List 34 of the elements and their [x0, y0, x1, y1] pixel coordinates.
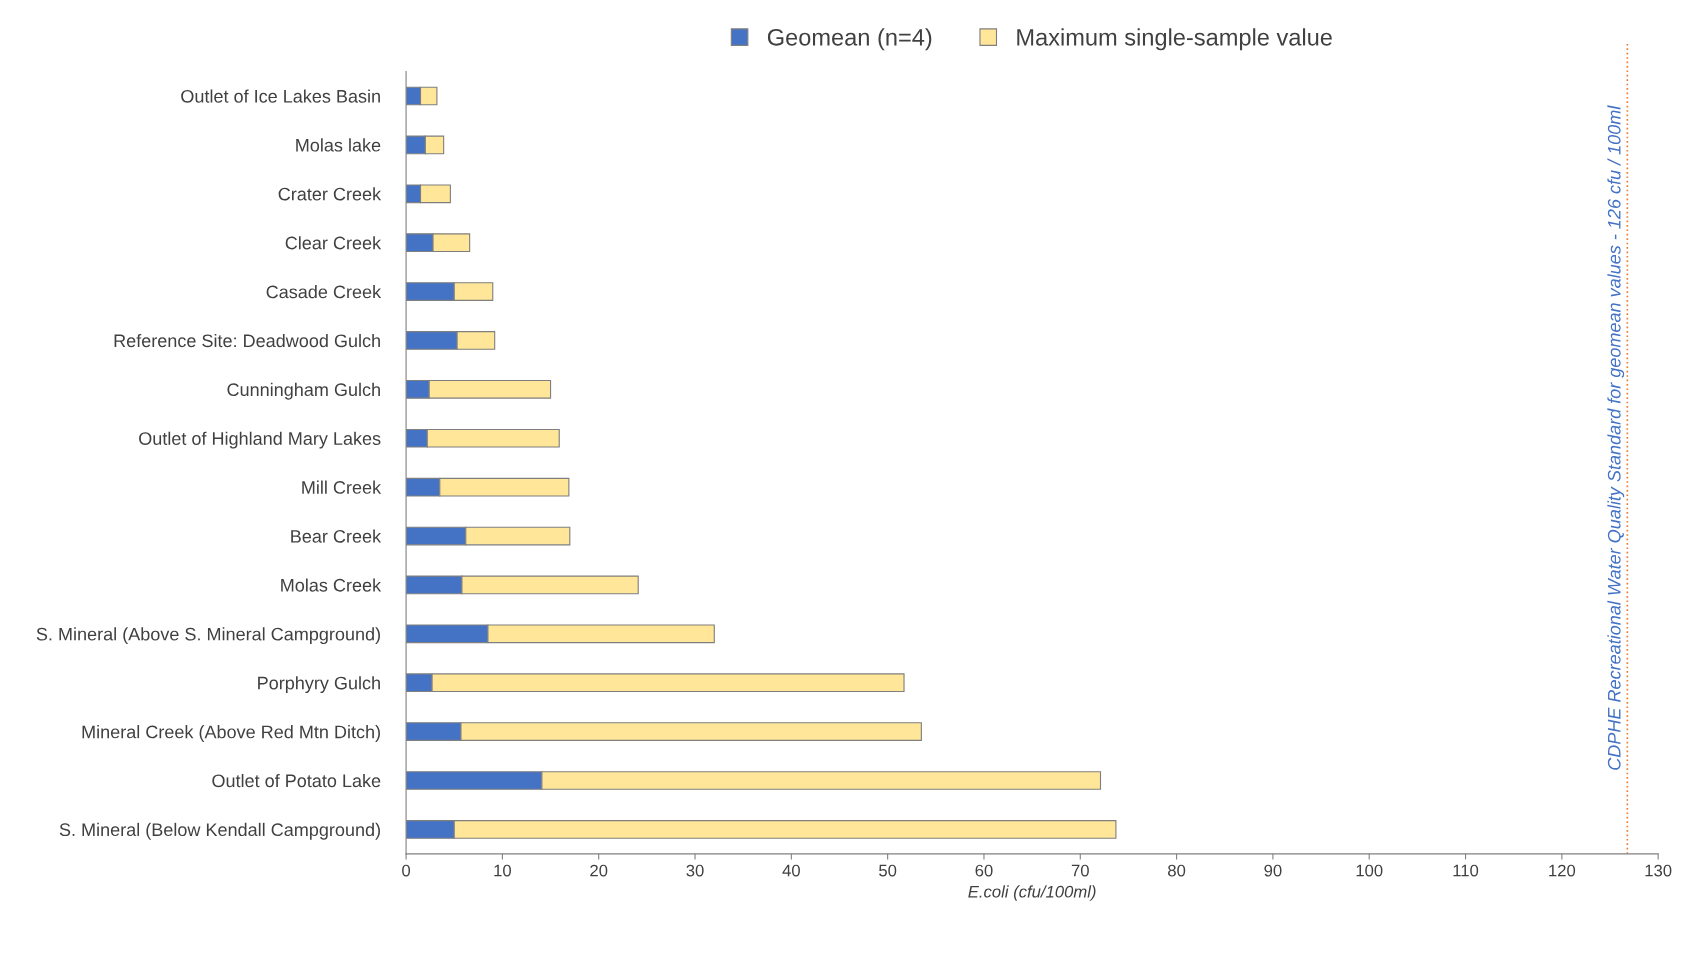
- y-tick-label: Outlet of Highland Mary Lakes: [139, 431, 381, 449]
- ref-line-label: CDPHE Recreational Water Quality Standard for geomean values - 126 cfu / 100ml: [1607, 105, 1625, 770]
- y-tick-label: Clear Creek: [285, 236, 382, 250]
- x-tick-label: 40: [782, 864, 800, 877]
- x-tick-label: 20: [590, 864, 608, 877]
- y-tick-label: Outlet of Ice Lakes Basin: [181, 89, 380, 103]
- y-tick-label: Casade Creek: [266, 285, 382, 299]
- x-tick-label: 110: [1453, 864, 1479, 877]
- x-tick-label: 50: [879, 864, 897, 877]
- x-tick-label: 80: [1168, 864, 1186, 877]
- x-tick-label: 100: [1356, 864, 1383, 877]
- x-tick-label: 130: [1645, 864, 1672, 877]
- y-tick-label: Porphyry Gulch: [258, 676, 380, 693]
- x-axis-title: E.coli (cfu/100ml): [968, 885, 1096, 901]
- y-tick-label: Crater Creek: [278, 187, 382, 201]
- x-tick-label: 60: [975, 864, 993, 877]
- x-tick-label: 90: [1264, 864, 1282, 877]
- y-tick-label: Cunningham Gulch: [227, 382, 380, 400]
- legend-label: Geomean (n=4): [767, 28, 932, 51]
- y-tick-label: Mineral Creek (Above Red Mtn Ditch): [82, 725, 380, 742]
- x-tick-label: 30: [686, 864, 704, 877]
- legend-label: Maximum single-sample value: [1017, 28, 1332, 51]
- y-tick-label: Molas Creek: [281, 578, 382, 592]
- x-tick-label: 120: [1549, 864, 1576, 877]
- y-tick-label: S. Mineral (Below Kendall Campground): [59, 822, 380, 840]
- y-tick-label: Reference Site: Deadwood Gulch: [114, 333, 380, 348]
- x-tick-label: 0: [402, 864, 411, 877]
- y-tick-label: Bear Creek: [291, 529, 382, 543]
- y-tick-label: Mill Creek: [302, 480, 382, 494]
- x-tick-label: 10: [494, 864, 512, 877]
- x-tick-label: 70: [1071, 864, 1089, 877]
- y-tick-label: Outlet of Potato Lake: [212, 773, 381, 788]
- y-tick-label: S. Mineral (Above S. Mineral Campground): [36, 627, 380, 645]
- y-tick-label: Molas lake: [296, 138, 381, 152]
